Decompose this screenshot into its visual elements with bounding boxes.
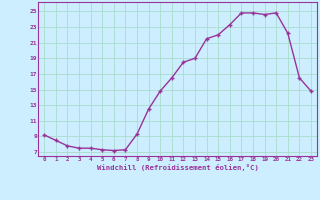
- X-axis label: Windchill (Refroidissement éolien,°C): Windchill (Refroidissement éolien,°C): [97, 164, 259, 171]
